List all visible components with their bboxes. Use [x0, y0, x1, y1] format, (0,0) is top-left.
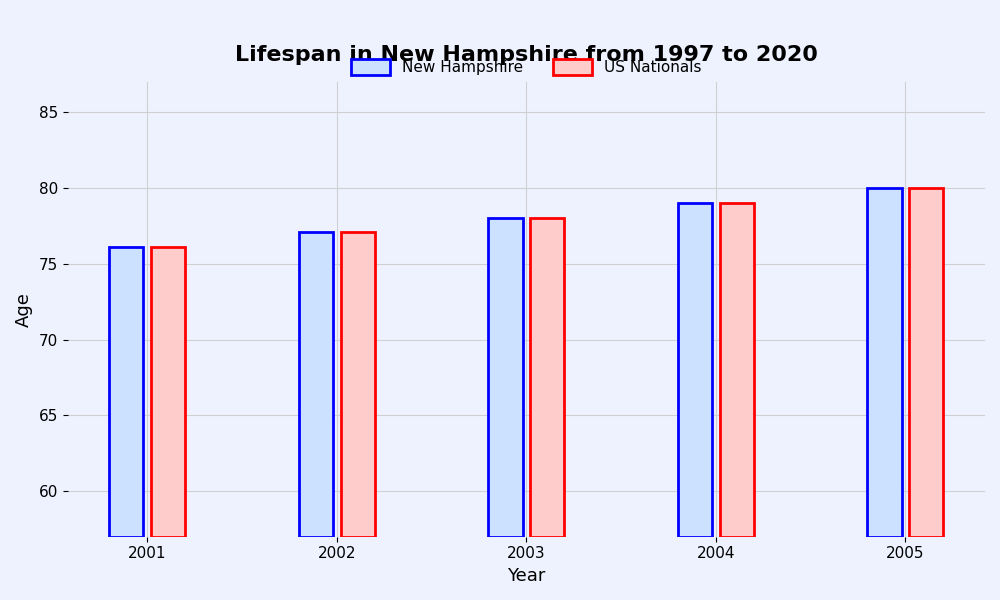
Bar [109, 247, 143, 537]
Bar [909, 188, 943, 537]
Bar [867, 188, 902, 537]
Bar [720, 203, 754, 537]
Bar [678, 203, 712, 537]
Title: Lifespan in New Hampshire from 1997 to 2020: Lifespan in New Hampshire from 1997 to 2… [235, 45, 818, 65]
X-axis label: Year: Year [507, 567, 546, 585]
Bar [488, 218, 523, 537]
Bar [299, 232, 333, 537]
Bar [341, 232, 375, 537]
Bar [151, 247, 185, 537]
Y-axis label: Age: Age [15, 292, 33, 327]
Legend: New Hampshire, US Nationals: New Hampshire, US Nationals [345, 53, 707, 81]
Bar [530, 218, 564, 537]
